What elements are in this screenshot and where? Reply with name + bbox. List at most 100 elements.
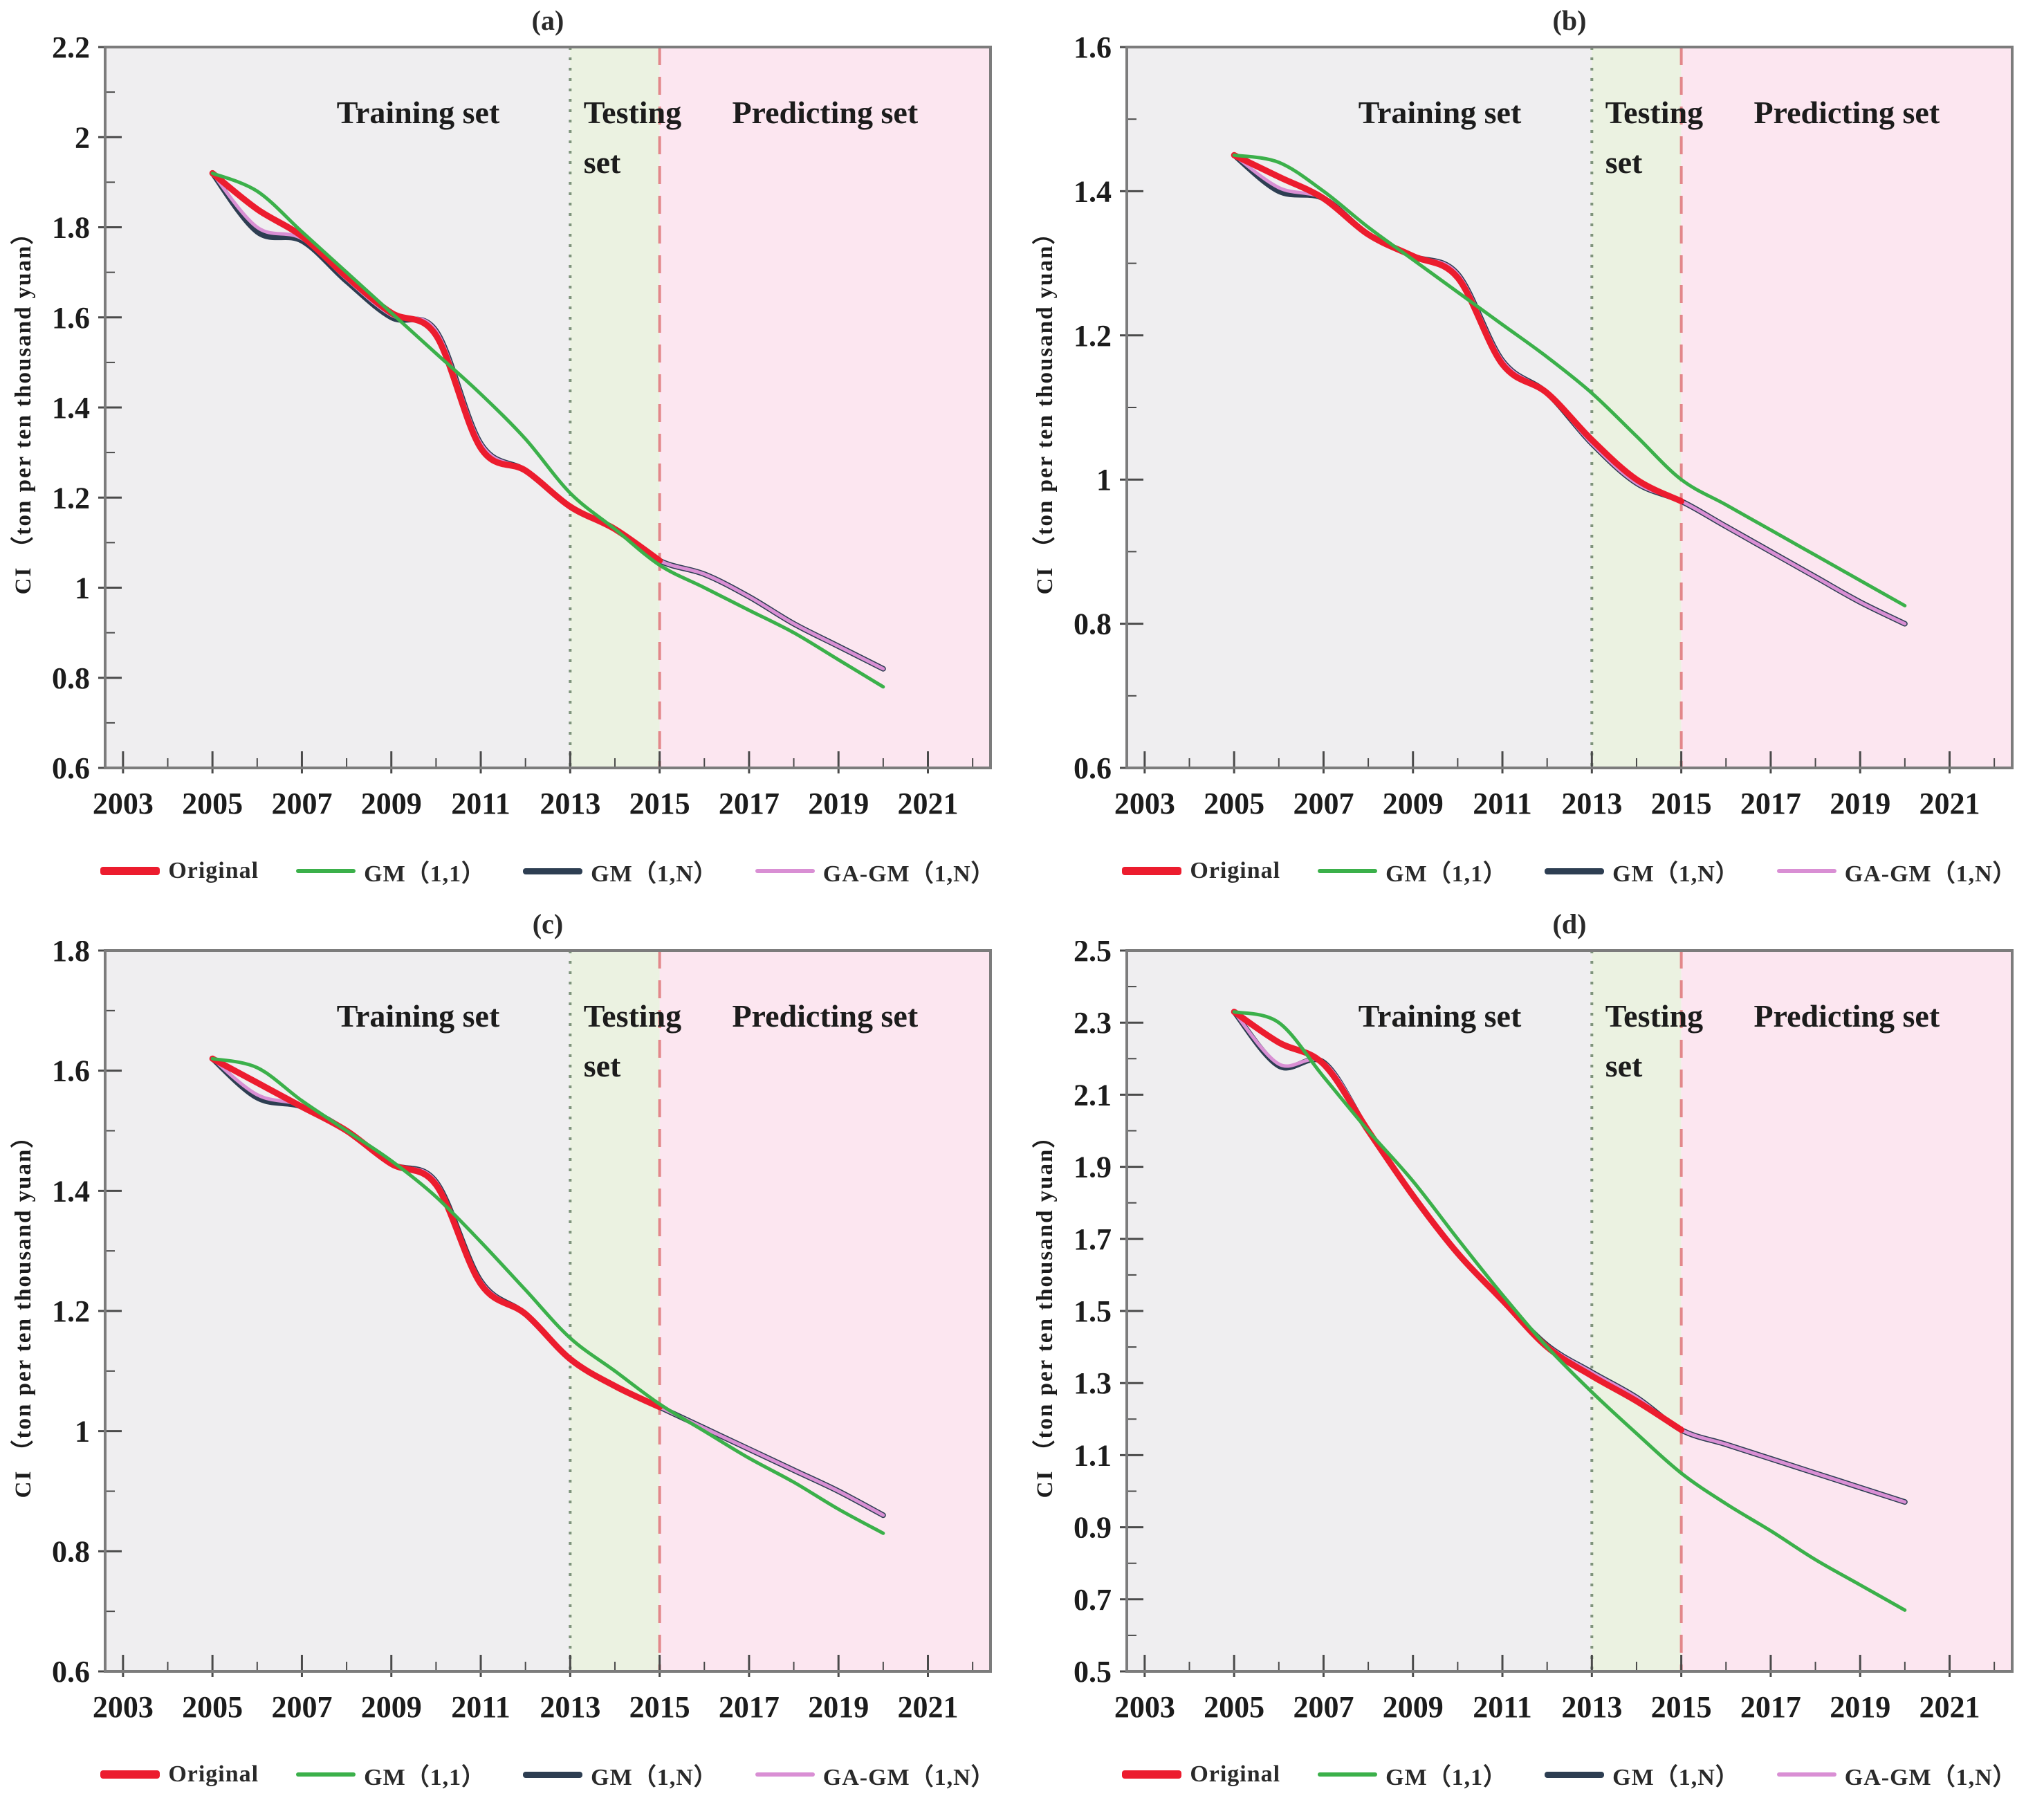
chart-title-b: (b): [1552, 5, 1587, 36]
y-tick-label: 1.2: [52, 1294, 90, 1328]
y-tick-label: 2.3: [1074, 1006, 1112, 1040]
chart-panel-d: (d) Training set Testing set Predicting set…: [1022, 904, 2044, 1807]
legend-swatch-gm1n: [1545, 868, 1605, 874]
region-label-predicting: Predicting set: [1753, 998, 1940, 1034]
legend-label-original: Original: [1190, 1761, 1281, 1787]
y-tick-label: 1.4: [1074, 174, 1112, 208]
x-tick-label: 2009: [1383, 787, 1444, 820]
y-tick-label: 0.6: [52, 751, 90, 785]
y-tick-label: 1.6: [1074, 37, 1112, 64]
y-tick-label: 1: [75, 571, 90, 605]
region-label-testing: Testing: [1605, 95, 1703, 130]
x-tick-label: 2003: [1114, 787, 1175, 820]
legend-label-gm1n: GM（1,N）: [1612, 1764, 1740, 1790]
y-tick-label: 1.6: [52, 301, 90, 335]
region-label-training: Training set: [1359, 998, 1522, 1034]
region-label-predicting: Predicting set: [1753, 95, 1940, 130]
legend-swatch-gm11: [296, 869, 356, 873]
legend-label-gagm1n: GA-GM（1,N）: [822, 1764, 995, 1790]
legend-item-gm11: GM（1,1）: [1318, 1758, 1507, 1792]
y-tick-label: 1.1: [1074, 1438, 1112, 1472]
y-tick-label: 0.8: [52, 661, 90, 695]
y-tick-label: 1.5: [1074, 1294, 1112, 1328]
region-label-training: Training set: [1359, 95, 1522, 130]
y-tick-label: 0.6: [1074, 751, 1112, 785]
y-tick-label: 0.7: [1074, 1583, 1112, 1617]
region-training: [1127, 47, 1592, 768]
x-tick-label: 2005: [1204, 787, 1264, 820]
y-tick-label: 1: [75, 1415, 90, 1449]
y-tick-label: 0.8: [1074, 607, 1112, 641]
legend-label-gm11: GM（1,1）: [1385, 1764, 1508, 1790]
region-training: [105, 47, 571, 768]
x-tick-label: 2021: [1919, 787, 1980, 820]
x-tick-label: 2007: [271, 1690, 332, 1724]
legend-swatch-gagm1n: [755, 1772, 815, 1777]
x-tick-label: 2019: [1830, 1690, 1890, 1724]
x-tick-label: 2007: [1293, 1690, 1354, 1724]
region-label-testing: set: [1605, 1048, 1643, 1083]
legend-swatch-gm1n: [1545, 1771, 1605, 1778]
chart-title-a: (a): [531, 5, 564, 36]
chart-legend-c: Original GM（1,1） GM（1,N） GA-GM（1,N）: [100, 1750, 995, 1799]
legend-label-gm11: GM（1,1）: [1385, 861, 1508, 887]
series-line-original: [209, 169, 663, 564]
x-tick-label: 2007: [271, 787, 332, 820]
x-tick-label: 2019: [1830, 787, 1890, 820]
y-axis-label: CI （ton per ten thousand yuan）: [1032, 1124, 1058, 1498]
chart-legend-a: Original GM（1,1） GM（1,N） GA-GM（1,N）: [100, 847, 995, 895]
series-line-gm11: [210, 171, 885, 689]
plot-border: [104, 46, 992, 769]
x-tick-label: 2015: [1651, 1690, 1712, 1724]
y-tick-label: 0.8: [52, 1534, 90, 1568]
region-label-testing: set: [584, 145, 621, 180]
legend-label-gagm1n: GA-GM（1,N）: [1844, 861, 2017, 887]
region-label-testing: set: [1605, 145, 1643, 180]
series-line-gm11: [210, 1056, 885, 1535]
y-tick-label: 1.8: [52, 211, 90, 245]
x-tick-label: 2009: [1383, 1690, 1444, 1724]
x-tick-label: 2003: [93, 1690, 154, 1724]
x-tick-label: 2013: [1561, 1690, 1622, 1724]
y-tick-label: 2.1: [1074, 1078, 1112, 1112]
region-predicting: [659, 951, 991, 1671]
region-label-testing: set: [584, 1048, 621, 1083]
x-tick-label: 2005: [1204, 1690, 1264, 1724]
x-tick-label: 2019: [808, 787, 869, 820]
x-tick-label: 2011: [1473, 787, 1532, 820]
region-predicting: [1681, 951, 2012, 1671]
legend-item-gm1n: GM（1,N）: [523, 1758, 718, 1792]
x-tick-label: 2013: [540, 787, 600, 820]
chart-panel-b: (b) Training set Testing set Predicting set…: [1022, 0, 2044, 904]
region-training: [1127, 951, 1592, 1671]
chart-panel-a: (a) Training set Testing set Predicting set…: [0, 0, 1022, 904]
x-tick-label: 2011: [1473, 1690, 1532, 1724]
legend-swatch-gm11: [296, 1772, 356, 1777]
y-tick-label: 1.7: [1074, 1222, 1112, 1256]
x-tick-label: 2013: [1561, 787, 1622, 820]
x-tick-label: 2005: [182, 787, 243, 820]
y-tick-label: 1.2: [52, 481, 90, 515]
legend-item-original: Original: [1122, 858, 1280, 884]
legend-item-gm11: GM（1,1）: [1318, 854, 1507, 888]
x-tick-label: 2005: [182, 1690, 243, 1724]
x-tick-label: 2007: [1293, 787, 1354, 820]
region-label-training: Training set: [337, 95, 500, 130]
x-tick-label: 2017: [719, 1690, 780, 1724]
region-training: [105, 951, 571, 1671]
x-tick-label: 2017: [1740, 1690, 1801, 1724]
legend-item-gm11: GM（1,1）: [296, 1758, 486, 1792]
legend-item-gm11: GM（1,1）: [296, 854, 486, 888]
plot-border: [1125, 949, 2014, 1673]
y-tick-label: 2.2: [52, 37, 90, 64]
legend-swatch-gagm1n: [755, 869, 815, 873]
chart-legend-d: Original GM（1,1） GM（1,N） GA-GM（1,N）: [1122, 1750, 2016, 1799]
y-tick-label: 1.9: [1074, 1150, 1112, 1184]
legend-label-gm1n: GM（1,N）: [1612, 861, 1740, 887]
region-testing: [570, 47, 660, 768]
chart-panel-c: (c) Training set Testing set Predicting set…: [0, 904, 1022, 1807]
chart-plot-a: Training set Testing set Predicting set 0.6 0…: [10, 37, 992, 820]
legend-swatch-gm11: [1318, 1772, 1378, 1777]
region-label-testing: Testing: [584, 998, 681, 1034]
